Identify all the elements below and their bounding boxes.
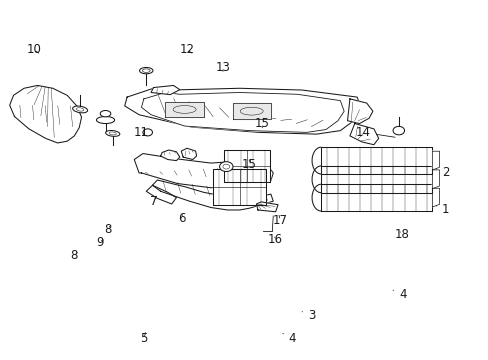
Polygon shape: [232, 103, 270, 119]
Circle shape: [142, 129, 152, 136]
Text: 8: 8: [104, 223, 111, 236]
Polygon shape: [160, 150, 180, 161]
Polygon shape: [321, 166, 431, 193]
Polygon shape: [256, 202, 278, 212]
Circle shape: [392, 126, 404, 135]
Text: 10: 10: [26, 43, 41, 56]
Text: 5: 5: [140, 332, 147, 345]
Text: 9: 9: [96, 236, 103, 249]
Polygon shape: [151, 85, 180, 95]
Text: 6: 6: [178, 212, 185, 225]
Text: 15: 15: [242, 158, 256, 171]
Polygon shape: [124, 88, 361, 134]
Polygon shape: [431, 151, 439, 170]
Polygon shape: [146, 185, 176, 204]
Text: 8: 8: [71, 249, 78, 262]
Text: 14: 14: [355, 126, 394, 139]
Text: 1: 1: [435, 203, 448, 216]
Text: 11: 11: [134, 126, 149, 139]
Text: 12: 12: [179, 43, 194, 56]
Text: 17: 17: [272, 214, 287, 227]
Text: 15: 15: [254, 117, 269, 130]
Text: 18: 18: [393, 228, 408, 241]
Polygon shape: [10, 85, 81, 143]
Ellipse shape: [139, 67, 153, 74]
Polygon shape: [321, 147, 431, 174]
Polygon shape: [224, 150, 269, 182]
Text: 4: 4: [282, 332, 296, 345]
Text: 3: 3: [302, 309, 315, 322]
Polygon shape: [134, 154, 273, 188]
Polygon shape: [141, 93, 344, 132]
Ellipse shape: [100, 111, 111, 117]
Text: 16: 16: [267, 234, 283, 247]
Polygon shape: [213, 169, 265, 206]
Polygon shape: [321, 184, 431, 211]
Ellipse shape: [73, 106, 87, 113]
Text: 7: 7: [149, 195, 157, 208]
Polygon shape: [431, 170, 439, 189]
Text: 13: 13: [215, 60, 230, 73]
Ellipse shape: [105, 131, 120, 136]
Circle shape: [219, 162, 232, 171]
Polygon shape: [349, 123, 378, 145]
Polygon shape: [152, 180, 273, 210]
Text: 2: 2: [435, 166, 448, 179]
Polygon shape: [347, 99, 372, 123]
Polygon shape: [181, 148, 196, 159]
Polygon shape: [165, 102, 203, 117]
Polygon shape: [431, 188, 439, 207]
Text: 4: 4: [392, 288, 406, 301]
Ellipse shape: [96, 117, 114, 123]
